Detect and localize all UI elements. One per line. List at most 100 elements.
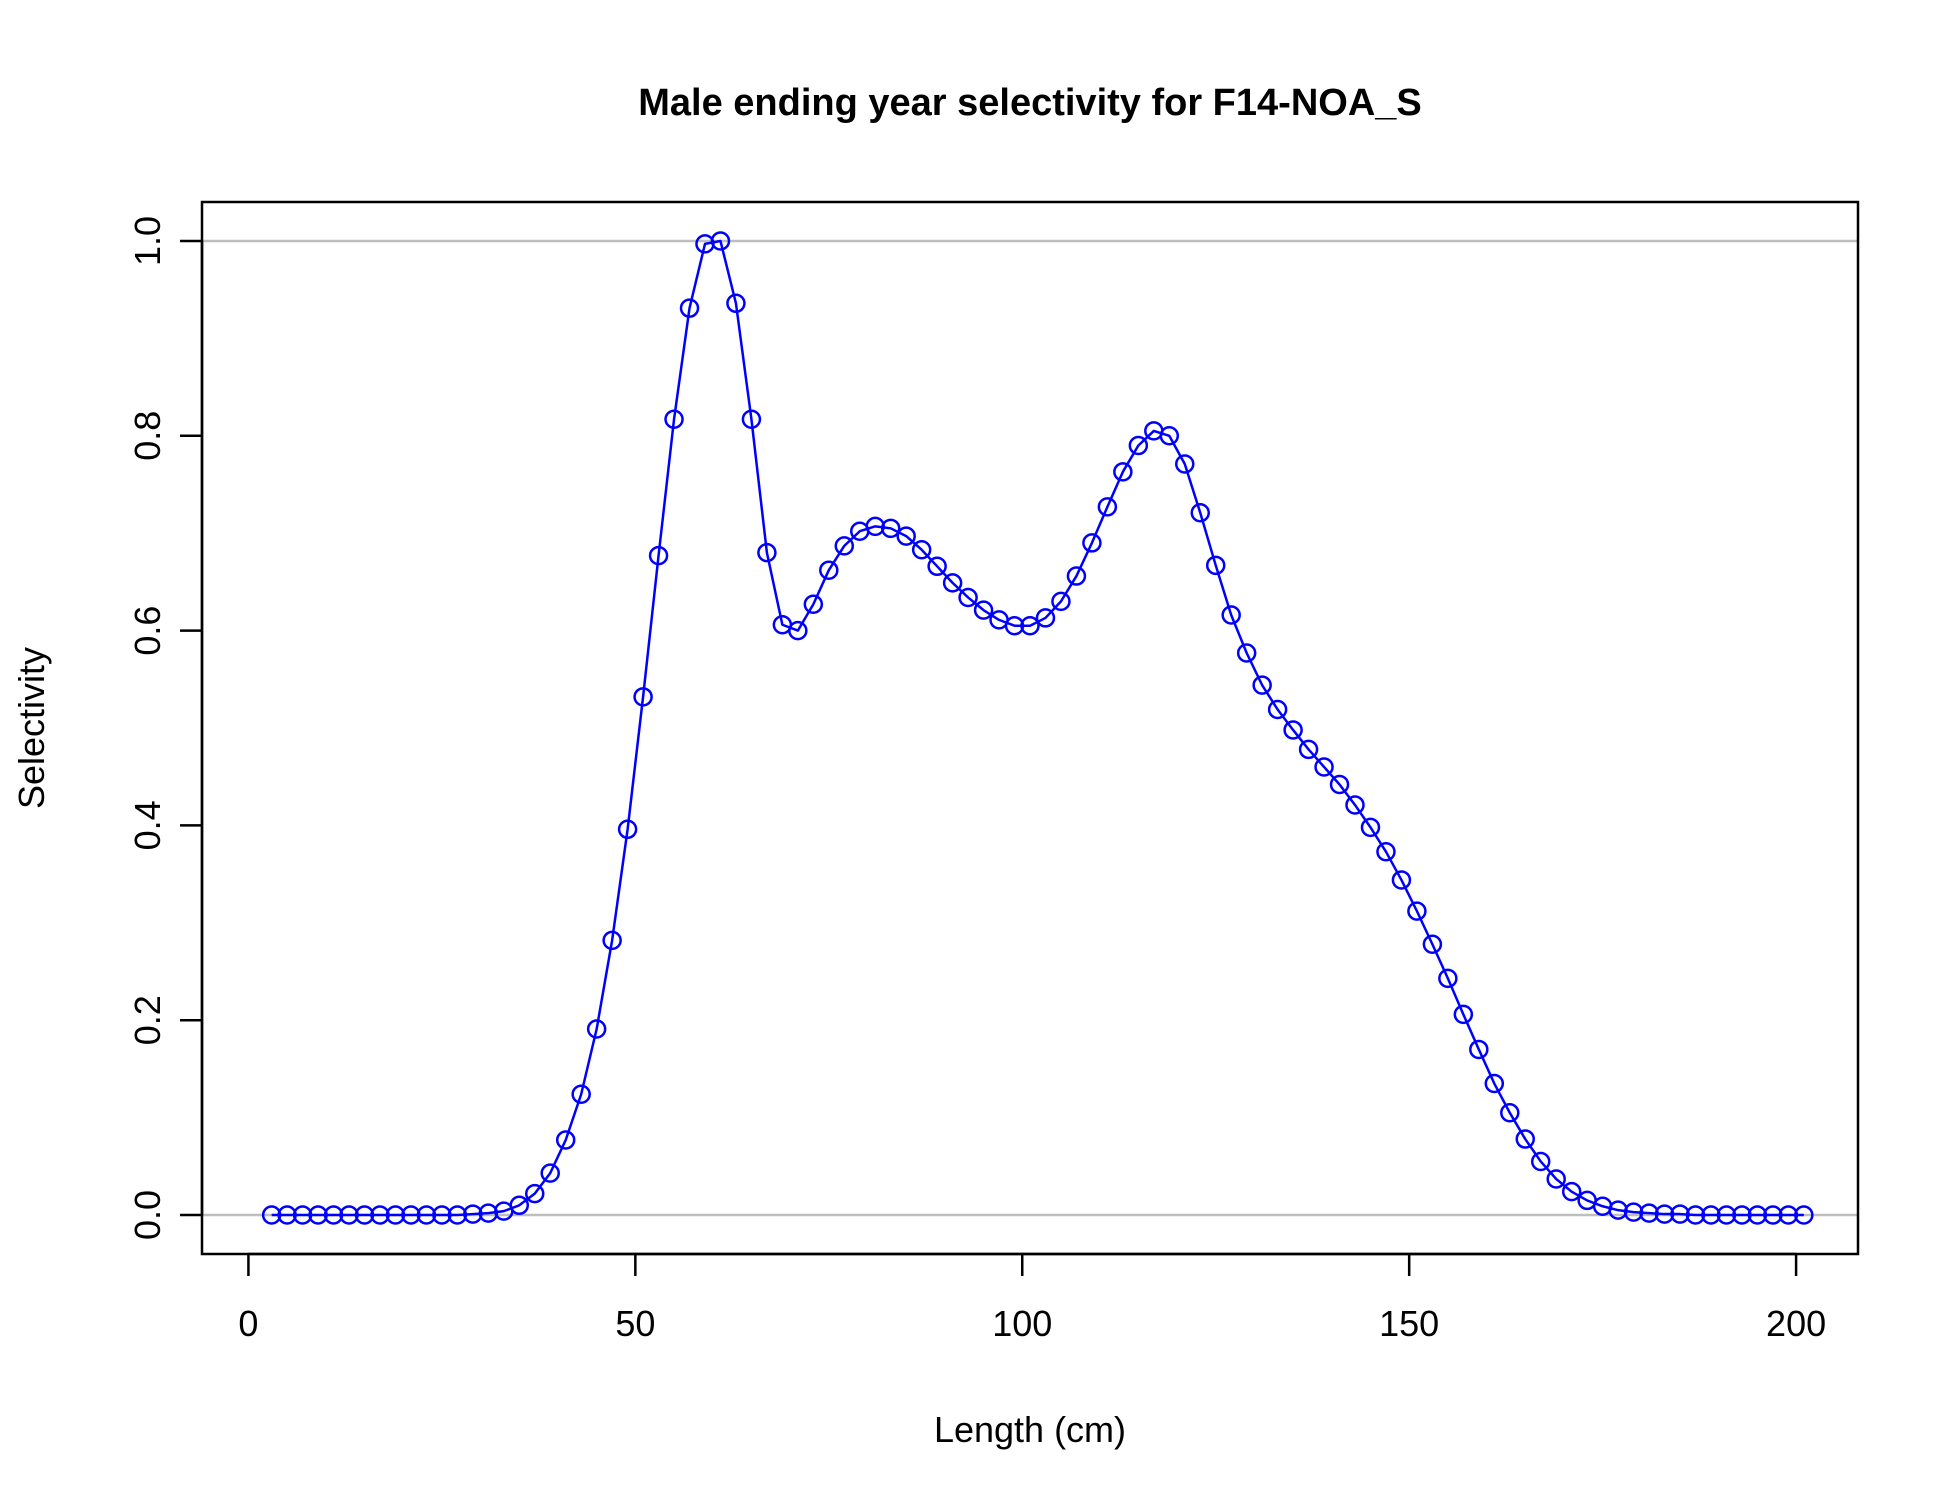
data-point xyxy=(1438,968,1458,989)
data-point xyxy=(1190,502,1210,523)
data-point xyxy=(339,1205,359,1225)
data-point xyxy=(1159,426,1180,446)
y-tick-label: 0.4 xyxy=(127,800,168,850)
data-point xyxy=(1329,774,1350,795)
data-point xyxy=(1128,435,1149,456)
data-point xyxy=(1082,533,1102,553)
data-point xyxy=(1066,566,1087,586)
data-point xyxy=(942,573,963,593)
data-point xyxy=(540,1163,560,1183)
data-point xyxy=(478,1203,499,1223)
data-point xyxy=(1314,757,1334,777)
data-point xyxy=(370,1205,390,1225)
data-point xyxy=(1732,1205,1752,1225)
data-point xyxy=(401,1205,421,1225)
data-point xyxy=(741,409,762,429)
data-point xyxy=(1051,591,1071,612)
data-point xyxy=(1113,462,1133,482)
data-point xyxy=(1778,1205,1799,1225)
data-point xyxy=(571,1084,591,1105)
data-point xyxy=(1608,1200,1628,1220)
data-point xyxy=(261,1205,282,1225)
y-tick-label: 0.6 xyxy=(127,606,168,656)
data-point xyxy=(1360,817,1381,838)
y-tick-label: 0.0 xyxy=(127,1190,168,1240)
data-point xyxy=(633,687,653,707)
data-point xyxy=(1515,1129,1536,1149)
data-point xyxy=(416,1205,437,1225)
data-point xyxy=(1020,615,1040,636)
data-point xyxy=(1205,555,1226,576)
y-axis: 0.0 0.2 0.4 0.6 0.8 1.0 xyxy=(127,216,204,1240)
data-point xyxy=(1283,720,1303,740)
data-point xyxy=(1794,1205,1814,1225)
data-point xyxy=(509,1195,530,1216)
data-point xyxy=(973,600,994,620)
data-point xyxy=(1469,1039,1489,1060)
x-tick-label: 50 xyxy=(615,1303,655,1344)
data-point xyxy=(432,1205,452,1225)
y-tick-label: 0.8 xyxy=(127,411,168,461)
data-point xyxy=(1221,605,1241,625)
data-point xyxy=(664,409,684,429)
data-point xyxy=(308,1205,328,1225)
reference-lines xyxy=(202,239,1858,1217)
data-point xyxy=(757,542,777,563)
series-layer xyxy=(261,231,1814,1225)
data-point xyxy=(277,1205,297,1225)
data-point xyxy=(1546,1169,1566,1189)
y-tick-label: 1.0 xyxy=(127,216,168,266)
data-point xyxy=(648,545,669,566)
data-point xyxy=(1004,615,1025,636)
data-point xyxy=(958,587,978,608)
data-point xyxy=(1422,934,1443,954)
x-axis-label: Length (cm) xyxy=(934,1409,1126,1450)
data-point xyxy=(710,231,731,251)
data-point xyxy=(1484,1073,1505,1094)
data-point xyxy=(726,293,746,314)
x-tick-label: 100 xyxy=(992,1303,1052,1344)
data-point xyxy=(1097,497,1118,517)
data-point xyxy=(819,560,839,580)
data-point xyxy=(1453,1004,1474,1025)
data-point xyxy=(865,516,885,537)
data-point xyxy=(354,1205,375,1225)
data-point xyxy=(1407,901,1427,921)
series-line xyxy=(271,239,1804,1217)
data-point xyxy=(1747,1205,1768,1225)
data-point xyxy=(463,1204,483,1224)
data-point xyxy=(911,539,932,560)
data-point xyxy=(1530,1151,1551,1172)
data-point xyxy=(1654,1204,1675,1224)
data-point xyxy=(896,526,916,546)
data-point xyxy=(1763,1205,1783,1225)
data-point xyxy=(555,1130,576,1150)
data-point xyxy=(927,556,947,577)
data-point xyxy=(1298,739,1319,760)
data-point xyxy=(1623,1202,1644,1222)
data-point xyxy=(447,1205,468,1225)
data-point xyxy=(1035,608,1056,628)
data-point xyxy=(1267,699,1288,720)
x-axis: 0 50 100 150 200 xyxy=(238,1252,1826,1344)
data-point xyxy=(1701,1205,1721,1225)
x-tick-label: 150 xyxy=(1379,1303,1439,1344)
y-tick-label: 0.2 xyxy=(127,995,168,1045)
data-point xyxy=(617,819,638,840)
data-point xyxy=(292,1205,313,1225)
plot-frame xyxy=(200,200,1860,1256)
x-tick-label: 200 xyxy=(1766,1303,1826,1344)
data-point xyxy=(803,594,824,615)
data-point xyxy=(834,536,855,556)
x-tick-label: 0 xyxy=(238,1303,258,1344)
data-point xyxy=(1252,675,1272,695)
data-point xyxy=(385,1205,406,1225)
y-axis-label: Selectivity xyxy=(11,647,52,809)
data-point xyxy=(1639,1203,1659,1223)
data-point xyxy=(880,518,901,539)
data-point xyxy=(1561,1181,1582,1202)
data-point xyxy=(1175,454,1195,474)
data-point xyxy=(1716,1205,1737,1225)
data-point xyxy=(788,620,808,641)
